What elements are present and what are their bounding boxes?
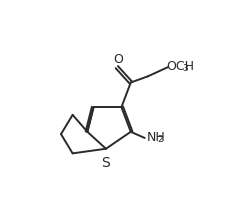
Text: NH: NH <box>146 131 165 144</box>
Text: 3: 3 <box>183 64 188 73</box>
Text: 2: 2 <box>157 135 163 144</box>
Text: O: O <box>114 53 123 66</box>
Text: S: S <box>102 156 110 170</box>
Text: OCH: OCH <box>166 60 194 73</box>
